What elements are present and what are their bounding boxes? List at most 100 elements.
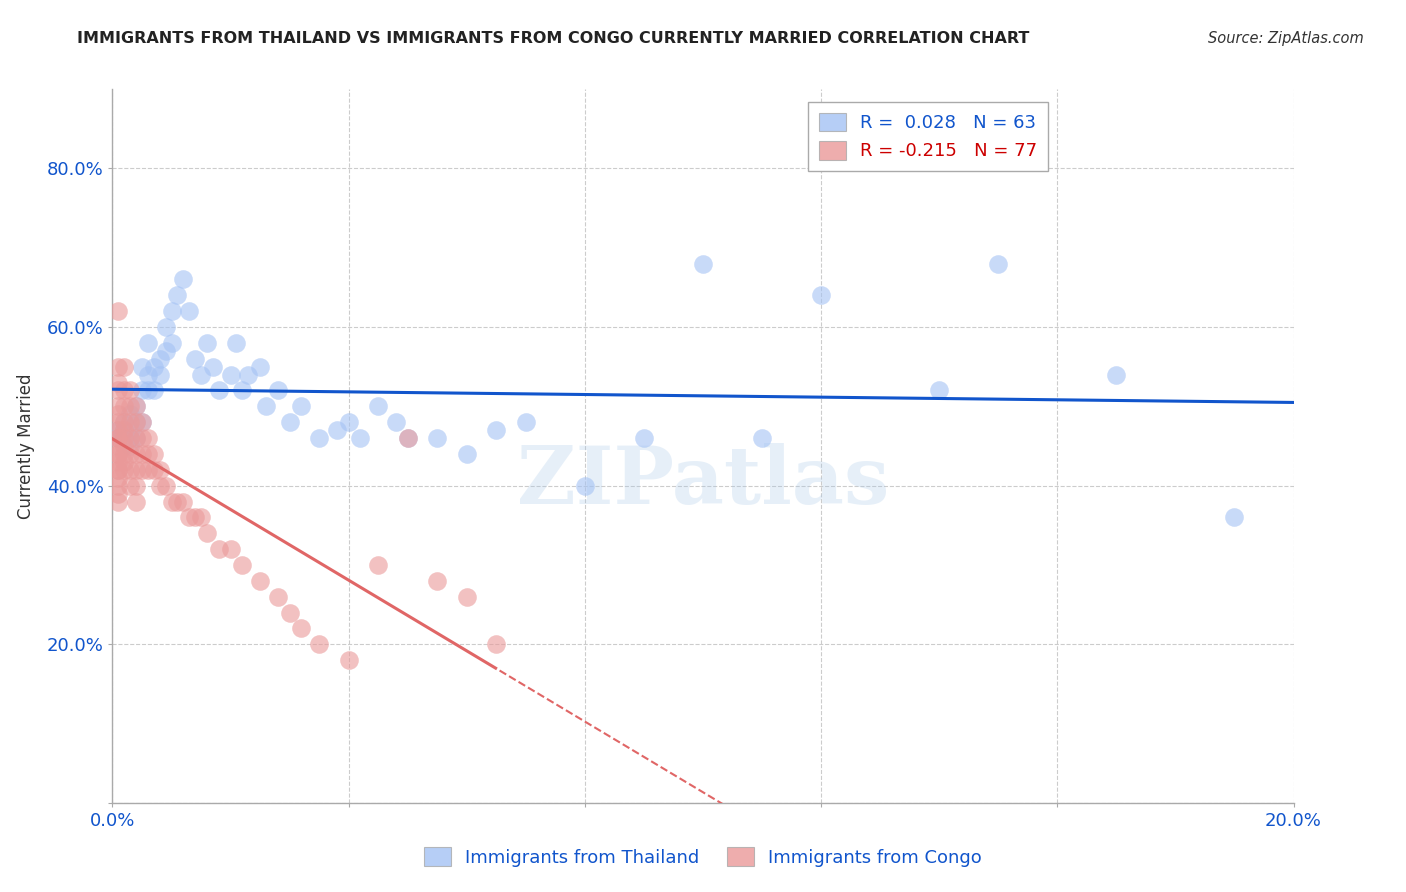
Point (107, 478, 129, 492)
Point (120, 431, 142, 445)
Point (120, 431, 142, 445)
Point (426, 574, 449, 588)
Point (190, 368, 212, 382)
Point (107, 486, 129, 500)
Point (125, 400, 148, 414)
Point (107, 384, 129, 398)
Point (125, 494, 148, 508)
Point (142, 447, 165, 461)
Point (125, 478, 148, 492)
Point (574, 478, 596, 492)
Point (751, 431, 773, 445)
Point (142, 463, 165, 477)
Point (136, 335, 159, 350)
Point (349, 431, 371, 445)
Point (308, 431, 330, 445)
Point (112, 447, 135, 461)
Legend: R =  0.028   N = 63, R = -0.215   N = 77: R = 0.028 N = 63, R = -0.215 N = 77 (808, 102, 1049, 171)
Point (107, 463, 129, 477)
Point (120, 415, 142, 429)
Point (107, 415, 129, 429)
Point (142, 359, 165, 374)
Point (160, 494, 183, 508)
Point (254, 400, 277, 414)
Point (149, 351, 172, 366)
Point (1105, 368, 1128, 382)
Point (166, 494, 188, 508)
Point (155, 478, 177, 492)
Point (208, 542, 231, 557)
Point (107, 400, 129, 414)
Point (112, 423, 135, 437)
Point (125, 415, 148, 429)
Point (107, 463, 129, 477)
Point (238, 368, 260, 382)
Point (367, 400, 389, 414)
Point (107, 376, 129, 390)
Point (136, 431, 159, 445)
Point (219, 368, 242, 382)
Point (107, 423, 129, 437)
Point (125, 431, 148, 445)
Legend: Immigrants from Thailand, Immigrants from Congo: Immigrants from Thailand, Immigrants fro… (416, 840, 990, 874)
Point (136, 447, 159, 461)
Point (928, 384, 950, 398)
Point (136, 384, 159, 398)
Point (456, 447, 478, 461)
Point (515, 415, 537, 429)
Point (155, 320, 177, 334)
Point (190, 510, 212, 524)
Point (326, 423, 349, 437)
Point (131, 447, 153, 461)
Point (367, 558, 389, 572)
Point (184, 510, 207, 524)
Point (107, 431, 129, 445)
Point (692, 257, 714, 271)
Point (107, 359, 129, 374)
Point (396, 431, 419, 445)
Point (155, 343, 177, 358)
Point (131, 415, 153, 429)
Point (278, 415, 301, 429)
Point (208, 384, 231, 398)
Point (120, 400, 142, 414)
Point (290, 400, 312, 414)
Point (396, 431, 419, 445)
Point (131, 463, 153, 477)
Point (107, 423, 129, 437)
Point (179, 304, 201, 318)
Point (107, 407, 129, 421)
Point (120, 478, 142, 492)
Point (112, 431, 135, 445)
Point (120, 463, 142, 477)
Point (107, 431, 129, 445)
Point (112, 439, 135, 453)
Point (120, 407, 142, 421)
Point (485, 637, 508, 651)
Point (112, 431, 135, 445)
Point (112, 423, 135, 437)
Point (136, 463, 159, 477)
Point (426, 431, 449, 445)
Point (107, 304, 129, 318)
Point (125, 400, 148, 414)
Point (107, 447, 129, 461)
Point (149, 478, 172, 492)
Point (107, 494, 129, 508)
Point (810, 288, 832, 302)
Point (172, 272, 194, 286)
Point (179, 510, 201, 524)
Point (249, 359, 271, 374)
Point (1223, 510, 1246, 524)
Point (231, 558, 253, 572)
Text: ZIPatlas: ZIPatlas (517, 442, 889, 521)
Point (120, 447, 142, 461)
Point (112, 384, 135, 398)
Point (633, 431, 655, 445)
Point (136, 368, 159, 382)
Point (107, 439, 129, 453)
Point (987, 257, 1010, 271)
Point (120, 384, 142, 398)
Point (125, 415, 148, 429)
Point (112, 359, 135, 374)
